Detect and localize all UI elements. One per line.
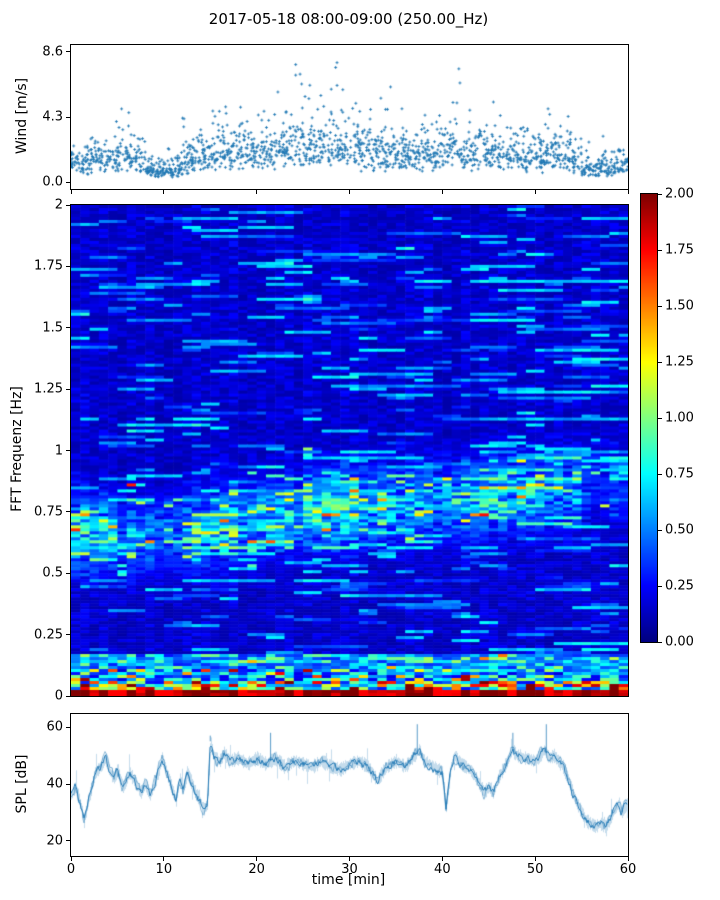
x-tick (627, 190, 629, 194)
wind-ylabel: Wind [m/s] (14, 77, 30, 155)
x-tick (534, 190, 536, 194)
x-tick (627, 857, 629, 861)
x-tick-label: 50 (526, 862, 544, 877)
x-tick (256, 857, 258, 861)
y-tick-label: 40 (46, 776, 63, 792)
y-tick-label: 20 (46, 833, 63, 849)
colorbar-tick (658, 585, 662, 587)
y-tick-label: 0.25 (34, 627, 63, 643)
spl-axes: 60 40 20 0 10 20 30 40 50 60 (46, 713, 636, 877)
y-tick (66, 695, 70, 697)
colorbar-canvas (641, 194, 657, 642)
x-tick-label: 20 (248, 862, 265, 877)
colorbar-tick-label: 0.25 (665, 578, 694, 594)
colorbar-tick (658, 473, 662, 475)
x-tick-label: 10 (155, 862, 173, 877)
y-tick-label: 1.25 (34, 381, 63, 397)
y-tick (66, 450, 70, 451)
y-tick (66, 511, 70, 513)
wind-scatter-canvas (71, 45, 628, 189)
x-tick-label: 60 (619, 862, 637, 877)
x-tick (534, 857, 536, 861)
colorbar-tick-label: 1.75 (665, 242, 694, 258)
y-tick-label: 0.75 (34, 504, 63, 520)
colorbar-tick (658, 641, 662, 643)
x-tick (349, 190, 350, 194)
colorbar-tick (658, 529, 662, 531)
colorbar-tick (658, 193, 662, 195)
y-tick (66, 51, 70, 53)
y-tick (66, 783, 70, 785)
colorbar-tick-label: 0.00 (665, 634, 694, 650)
y-tick-label: 2 (54, 197, 63, 213)
spl-ylabel: SPL [dB] (14, 754, 30, 814)
y-tick (66, 181, 70, 183)
y-tick (66, 265, 70, 267)
y-tick-label: 1.75 (34, 258, 63, 274)
x-tick-label: 40 (434, 862, 451, 877)
y-tick (66, 388, 70, 390)
y-tick-label: 8.6 (42, 44, 63, 60)
colorbar-tick (658, 249, 662, 251)
y-tick (66, 116, 70, 118)
colorbar-tick (658, 305, 662, 307)
y-tick (66, 572, 70, 574)
y-tick-label: 4.3 (42, 109, 63, 125)
fft-frequenz-ylabel: FFT Frequenz [Hz] (9, 386, 25, 512)
spl-line-canvas (71, 714, 628, 856)
y-tick-label: 1.5 (42, 320, 63, 336)
colorbar-tick-label: 1.50 (665, 298, 694, 314)
colorbar-tick-label: 0.50 (665, 522, 694, 538)
colorbar-tick-label: 2.00 (665, 186, 694, 202)
y-tick (66, 204, 70, 206)
colorbar-tick-label: 1.25 (665, 354, 694, 370)
y-tick (66, 840, 70, 842)
spectrogram-canvas (71, 205, 628, 696)
y-tick (66, 327, 70, 329)
y-tick-label: 60 (46, 719, 63, 735)
colorbar: 2.00 1.75 1.50 1.25 1.00 0.75 0.50 0.25 0.00 (640, 187, 694, 650)
colorbar-tick (658, 361, 662, 363)
time-xlabel: time [min] (311, 872, 386, 888)
x-tick-label: 30 (341, 862, 358, 877)
wind-axes: 8.6 4.3 0.0 (42, 44, 629, 194)
colorbar-tick-label: 0.75 (665, 466, 694, 482)
y-tick (66, 634, 70, 636)
y-tick-label: 1 (54, 443, 63, 458)
x-tick-label: 0 (66, 862, 76, 877)
y-tick (66, 726, 70, 728)
x-tick (256, 190, 258, 194)
x-tick (441, 190, 443, 194)
x-tick (163, 857, 165, 861)
spectrogram-axes: 2 1.75 1.5 1.25 1 0.75 0.5 0.25 0 (34, 198, 629, 704)
y-tick-label: 0.5 (42, 565, 63, 581)
x-tick (349, 857, 350, 861)
y-tick-label: 0.0 (42, 174, 63, 190)
colorbar-tick-label: 1.00 (665, 410, 694, 426)
x-tick (70, 190, 72, 194)
colorbar-tick (658, 417, 662, 419)
x-tick (70, 857, 72, 861)
x-tick (163, 190, 165, 194)
x-tick (441, 857, 443, 861)
figure-title: 2017-05-18 08:00-09:00 (250.00_Hz) (208, 10, 489, 28)
y-tick-label: 0 (54, 688, 63, 704)
